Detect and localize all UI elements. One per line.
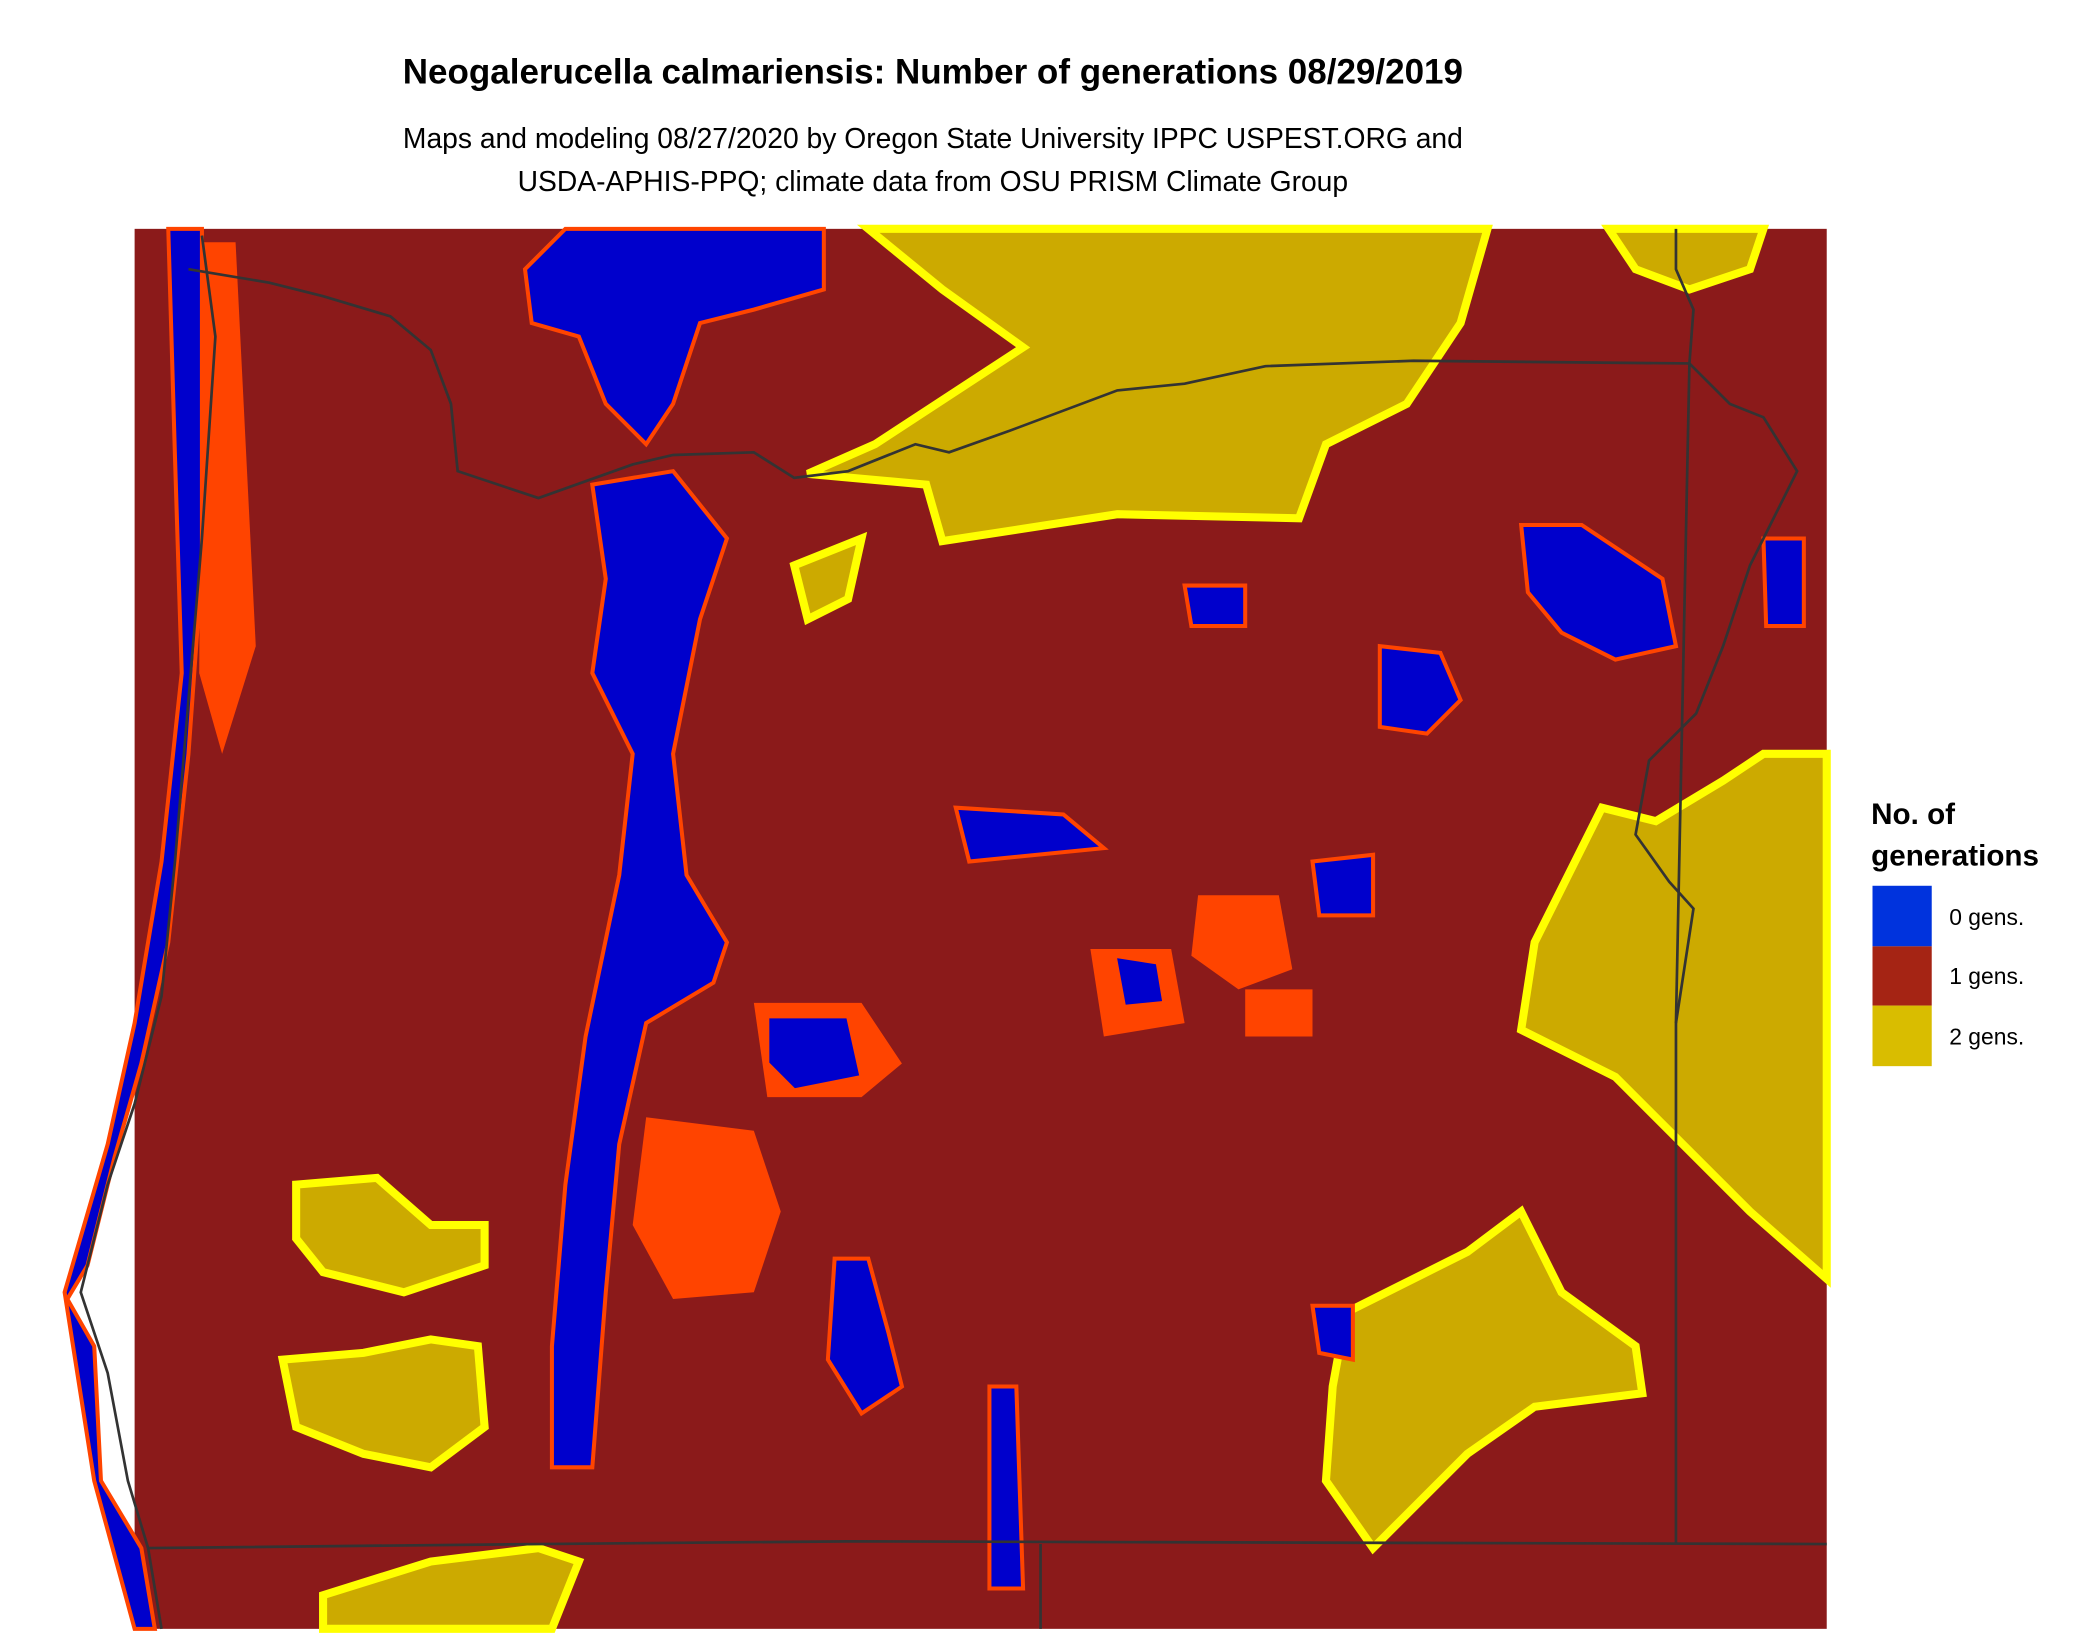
- columbia-river-boundary: [188, 267, 1799, 1024]
- zero-gens-region-lake: [765, 1014, 864, 1093]
- zero-gens-region-east1: [1182, 583, 1248, 628]
- zero-gens-region-coast: [62, 226, 204, 1631]
- zero-gens-region-cascades: [549, 468, 730, 1470]
- zero-gens-region-south: [987, 1384, 1026, 1591]
- legend-title-line-1: No. of: [1871, 798, 1955, 831]
- zero-gens-region-ochoco: [1377, 643, 1463, 736]
- legend-swatch-0-gens: [1872, 885, 1932, 947]
- transition-zone-3: [1191, 895, 1293, 990]
- map-subtitle-line-1: Maps and modeling 08/27/2020 by Oregon S…: [403, 122, 1463, 154]
- transition-zone-5: [1245, 989, 1313, 1037]
- zero-gens-region-wallowa: [1518, 522, 1679, 662]
- map-subtitle-line-2: USDA-APHIS-PPQ; climate data from OSU PR…: [518, 165, 1348, 197]
- zero-gens-region-blue-mtn: [1761, 536, 1806, 628]
- legend-label-2-gens: 2 gens.: [1949, 1024, 2024, 1050]
- south-boundary: [148, 1539, 1827, 1550]
- zero-gens-region-cascades-north: [522, 226, 826, 448]
- coastline: [79, 235, 217, 1630]
- legend-swatch-1-gens: [1872, 946, 1932, 1006]
- legend-swatch-2-gens: [1872, 1005, 1932, 1067]
- two-gens-region-columbia: [806, 224, 1493, 546]
- legend-label-1-gens: 1 gens.: [1949, 963, 2024, 989]
- zero-gens-region-central: [953, 805, 1109, 864]
- two-gens-region-east: [1516, 749, 1831, 1288]
- idaho-boundary: [1674, 228, 1695, 1545]
- zero-gens-region-steens: [1310, 1303, 1355, 1363]
- two-gens-region-sw2: [277, 1335, 489, 1472]
- two-gens-region-south: [319, 1543, 585, 1633]
- zero-gens-region-east2: [1310, 852, 1376, 918]
- zero-gens-region-hart: [1112, 953, 1167, 1010]
- map-title: Neogalerucella calmariensis: Number of g…: [403, 52, 1463, 91]
- legend-label-0-gens: 0 gens.: [1949, 904, 2024, 930]
- two-gens-region-deschutes: [789, 531, 868, 626]
- state-boundaries: [79, 228, 1827, 1630]
- two-gens-region-se: [1321, 1205, 1647, 1555]
- legend-title-line-2: generations: [1871, 840, 2039, 873]
- two-gens-region-ne: [1601, 224, 1770, 294]
- zero-gens-region-crater: [825, 1256, 905, 1417]
- legend: No. of generations 0 gens. 1 gens. 2 gen…: [1871, 798, 2039, 1067]
- transition-zone-1: [632, 1117, 781, 1300]
- map-raster: [62, 224, 1831, 1633]
- two-gens-region-sw1: [292, 1173, 489, 1297]
